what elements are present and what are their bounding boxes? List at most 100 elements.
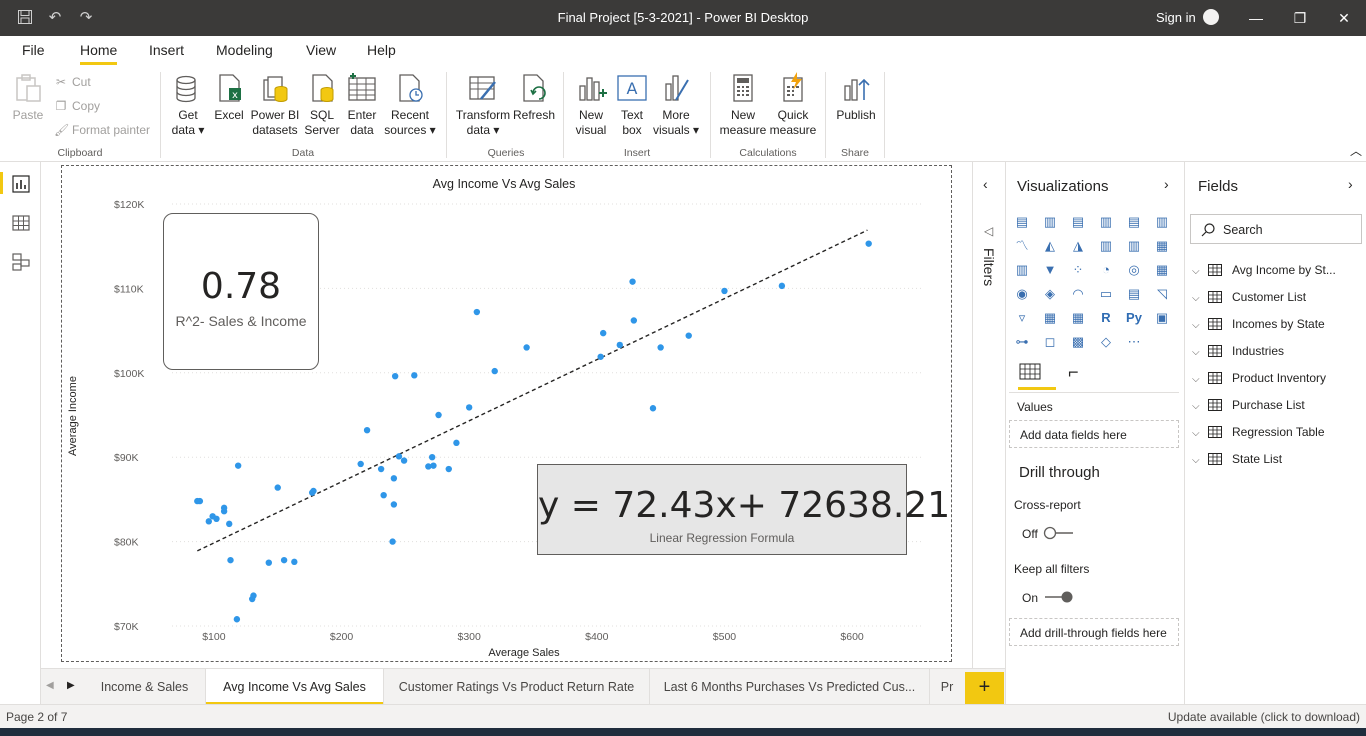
map-icon[interactable]: ◉ — [1016, 286, 1028, 301]
paste-button[interactable]: Paste — [10, 72, 46, 123]
donut-icon[interactable]: ◎ — [1128, 262, 1140, 277]
qa-icon[interactable]: ◻ — [1044, 334, 1056, 349]
scatter-point[interactable] — [390, 501, 398, 508]
gauge-icon[interactable]: ◠ — [1072, 286, 1084, 301]
scatter-point[interactable] — [411, 372, 418, 379]
pie-icon[interactable]: ◔ — [1102, 262, 1110, 277]
scatter-point[interactable] — [265, 559, 272, 566]
format-painter-button[interactable]: 🖌 Format painter — [54, 123, 150, 137]
scatter-point[interactable] — [865, 240, 872, 247]
fields-search-input[interactable]: Search — [1190, 214, 1362, 244]
chevron-down-icon[interactable]: ⌵ — [1192, 455, 1200, 466]
chevron-down-icon[interactable]: ⌵ — [1192, 428, 1200, 439]
values-well[interactable]: Add data fields here — [1009, 420, 1179, 448]
scatter-point[interactable] — [465, 404, 473, 411]
field-table-item[interactable]: ⌵ Industries — [1192, 344, 1284, 362]
smart-narrative-icon[interactable]: ▩ — [1071, 334, 1085, 349]
scatter-point[interactable] — [400, 457, 408, 464]
recent-sources-button[interactable]: Recent sources ▾ — [382, 72, 438, 138]
scatter-point[interactable] — [425, 463, 432, 470]
scatter-point[interactable] — [600, 329, 607, 337]
ribbon-chart-icon[interactable]: ▦ — [1155, 238, 1169, 253]
drill-through-well[interactable]: Add drill-through fields here — [1009, 618, 1179, 646]
format-roller-icon[interactable]: ⌐ — [1068, 362, 1079, 382]
funnel-icon[interactable]: ▼ — [1043, 262, 1057, 277]
scatter-point[interactable] — [778, 282, 786, 290]
scatter-point[interactable] — [491, 367, 498, 375]
scatter-point[interactable] — [390, 475, 398, 482]
tab-help[interactable]: Help — [367, 42, 396, 58]
tab-modeling[interactable]: Modeling — [216, 42, 273, 58]
python-visual-icon[interactable]: Py — [1126, 310, 1142, 325]
scatter-point[interactable] — [685, 332, 692, 339]
scatter-point[interactable] — [473, 308, 481, 316]
100-column-icon[interactable]: ▥ — [1155, 214, 1169, 229]
save-icon[interactable] — [16, 9, 34, 27]
field-table-item[interactable]: ⌵ Incomes by State — [1192, 317, 1325, 335]
restore-button[interactable]: ❐ — [1293, 10, 1307, 26]
tab-view[interactable]: View — [306, 42, 337, 58]
chevron-left-icon[interactable]: ‹ — [983, 176, 988, 192]
scatter-point[interactable] — [205, 518, 213, 525]
scatter-point[interactable] — [310, 487, 317, 495]
scatter-point[interactable] — [280, 556, 288, 564]
scatter-point[interactable] — [196, 497, 204, 505]
line-chart-icon[interactable]: 〽 — [1015, 238, 1029, 253]
transform-data-button[interactable]: Transform data ▾ — [454, 72, 512, 138]
chevron-down-icon[interactable]: ⌵ — [1192, 401, 1200, 412]
kpi-icon[interactable]: ◹ — [1157, 286, 1167, 301]
scatter-point[interactable] — [377, 465, 385, 473]
slicer-icon[interactable]: ▿ — [1018, 310, 1026, 325]
scatter-point[interactable] — [220, 504, 228, 512]
scatter-point[interactable] — [721, 287, 728, 295]
enter-data-button[interactable]: Enter data — [344, 72, 380, 138]
filled-map-icon[interactable]: ◈ — [1045, 286, 1055, 301]
redo-icon[interactable]: ↷ — [79, 9, 93, 26]
scroll-left-icon[interactable]: ◀ — [46, 680, 54, 691]
scatter-point[interactable] — [657, 344, 664, 351]
decomposition-tree-icon[interactable]: ⊶ — [1015, 334, 1029, 349]
scatter-visual[interactable]: Avg Income Vs Avg Sales $70K $80K $90K $100… — [61, 165, 952, 662]
scatter-point[interactable] — [435, 411, 442, 419]
filters-pane-collapsed[interactable]: ‹ ◁ Filters — [972, 162, 1006, 704]
scatter-point[interactable] — [233, 616, 241, 623]
page-tab[interactable]: Customer Ratings Vs Product Return Rate — [384, 669, 650, 705]
minimize-button[interactable]: — — [1249, 10, 1263, 26]
field-table-item[interactable]: ⌵ Customer List — [1192, 290, 1306, 308]
scatter-point[interactable] — [357, 460, 364, 468]
excel-button[interactable]: x Excel — [212, 72, 246, 123]
matrix-icon[interactable]: ▦ — [1071, 310, 1085, 325]
text-box-button[interactable]: A Text box — [614, 72, 650, 138]
scroll-right-icon[interactable]: ▶ — [67, 680, 75, 691]
area-chart-icon[interactable]: ◭ — [1045, 238, 1055, 253]
field-table-item[interactable]: ⌵ Purchase List — [1192, 398, 1305, 416]
copy-button[interactable]: ❐ Copy — [54, 99, 100, 113]
table-icon[interactable]: ▦ — [1043, 310, 1057, 325]
chevron-down-icon[interactable]: ⌵ — [1192, 293, 1200, 304]
publish-button[interactable]: Publish — [834, 72, 878, 123]
scatter-point[interactable] — [389, 538, 396, 545]
avatar[interactable] — [1203, 9, 1219, 25]
more-visuals-button[interactable]: More visuals ▾ — [650, 72, 702, 138]
pbi-datasets-button[interactable]: Power BI datasets — [250, 72, 300, 138]
chevron-down-icon[interactable]: ⌵ — [1192, 266, 1200, 277]
field-table-item[interactable]: ⌵ Avg Income by St... — [1192, 263, 1336, 281]
card-icon[interactable]: ▭ — [1099, 286, 1113, 301]
scatter-point[interactable] — [630, 317, 638, 324]
scatter-point[interactable] — [226, 520, 233, 528]
waterfall-icon[interactable]: ▥ — [1015, 262, 1029, 277]
scatter-point[interactable] — [445, 465, 452, 473]
key-influencers-icon[interactable]: ▣ — [1155, 310, 1169, 325]
keep-filters-toggle[interactable] — [1043, 590, 1075, 604]
scatter-point[interactable] — [234, 462, 242, 469]
get-data-button[interactable]: Get data ▾ — [168, 72, 208, 138]
scatter-point[interactable] — [616, 341, 623, 349]
tab-file[interactable]: File — [22, 42, 45, 58]
tab-insert[interactable]: Insert — [149, 42, 185, 58]
100-bar-icon[interactable]: ▤ — [1127, 214, 1141, 229]
line-clustered-icon[interactable]: ▥ — [1127, 238, 1141, 253]
formula-card[interactable]: y = 72.43x+ 72638.21 Linear Regression F… — [537, 464, 950, 555]
chevron-right-icon[interactable]: › — [1348, 176, 1353, 192]
page-tab[interactable]: Income & Sales — [84, 669, 206, 705]
new-visual-button[interactable]: New visual — [572, 72, 610, 138]
